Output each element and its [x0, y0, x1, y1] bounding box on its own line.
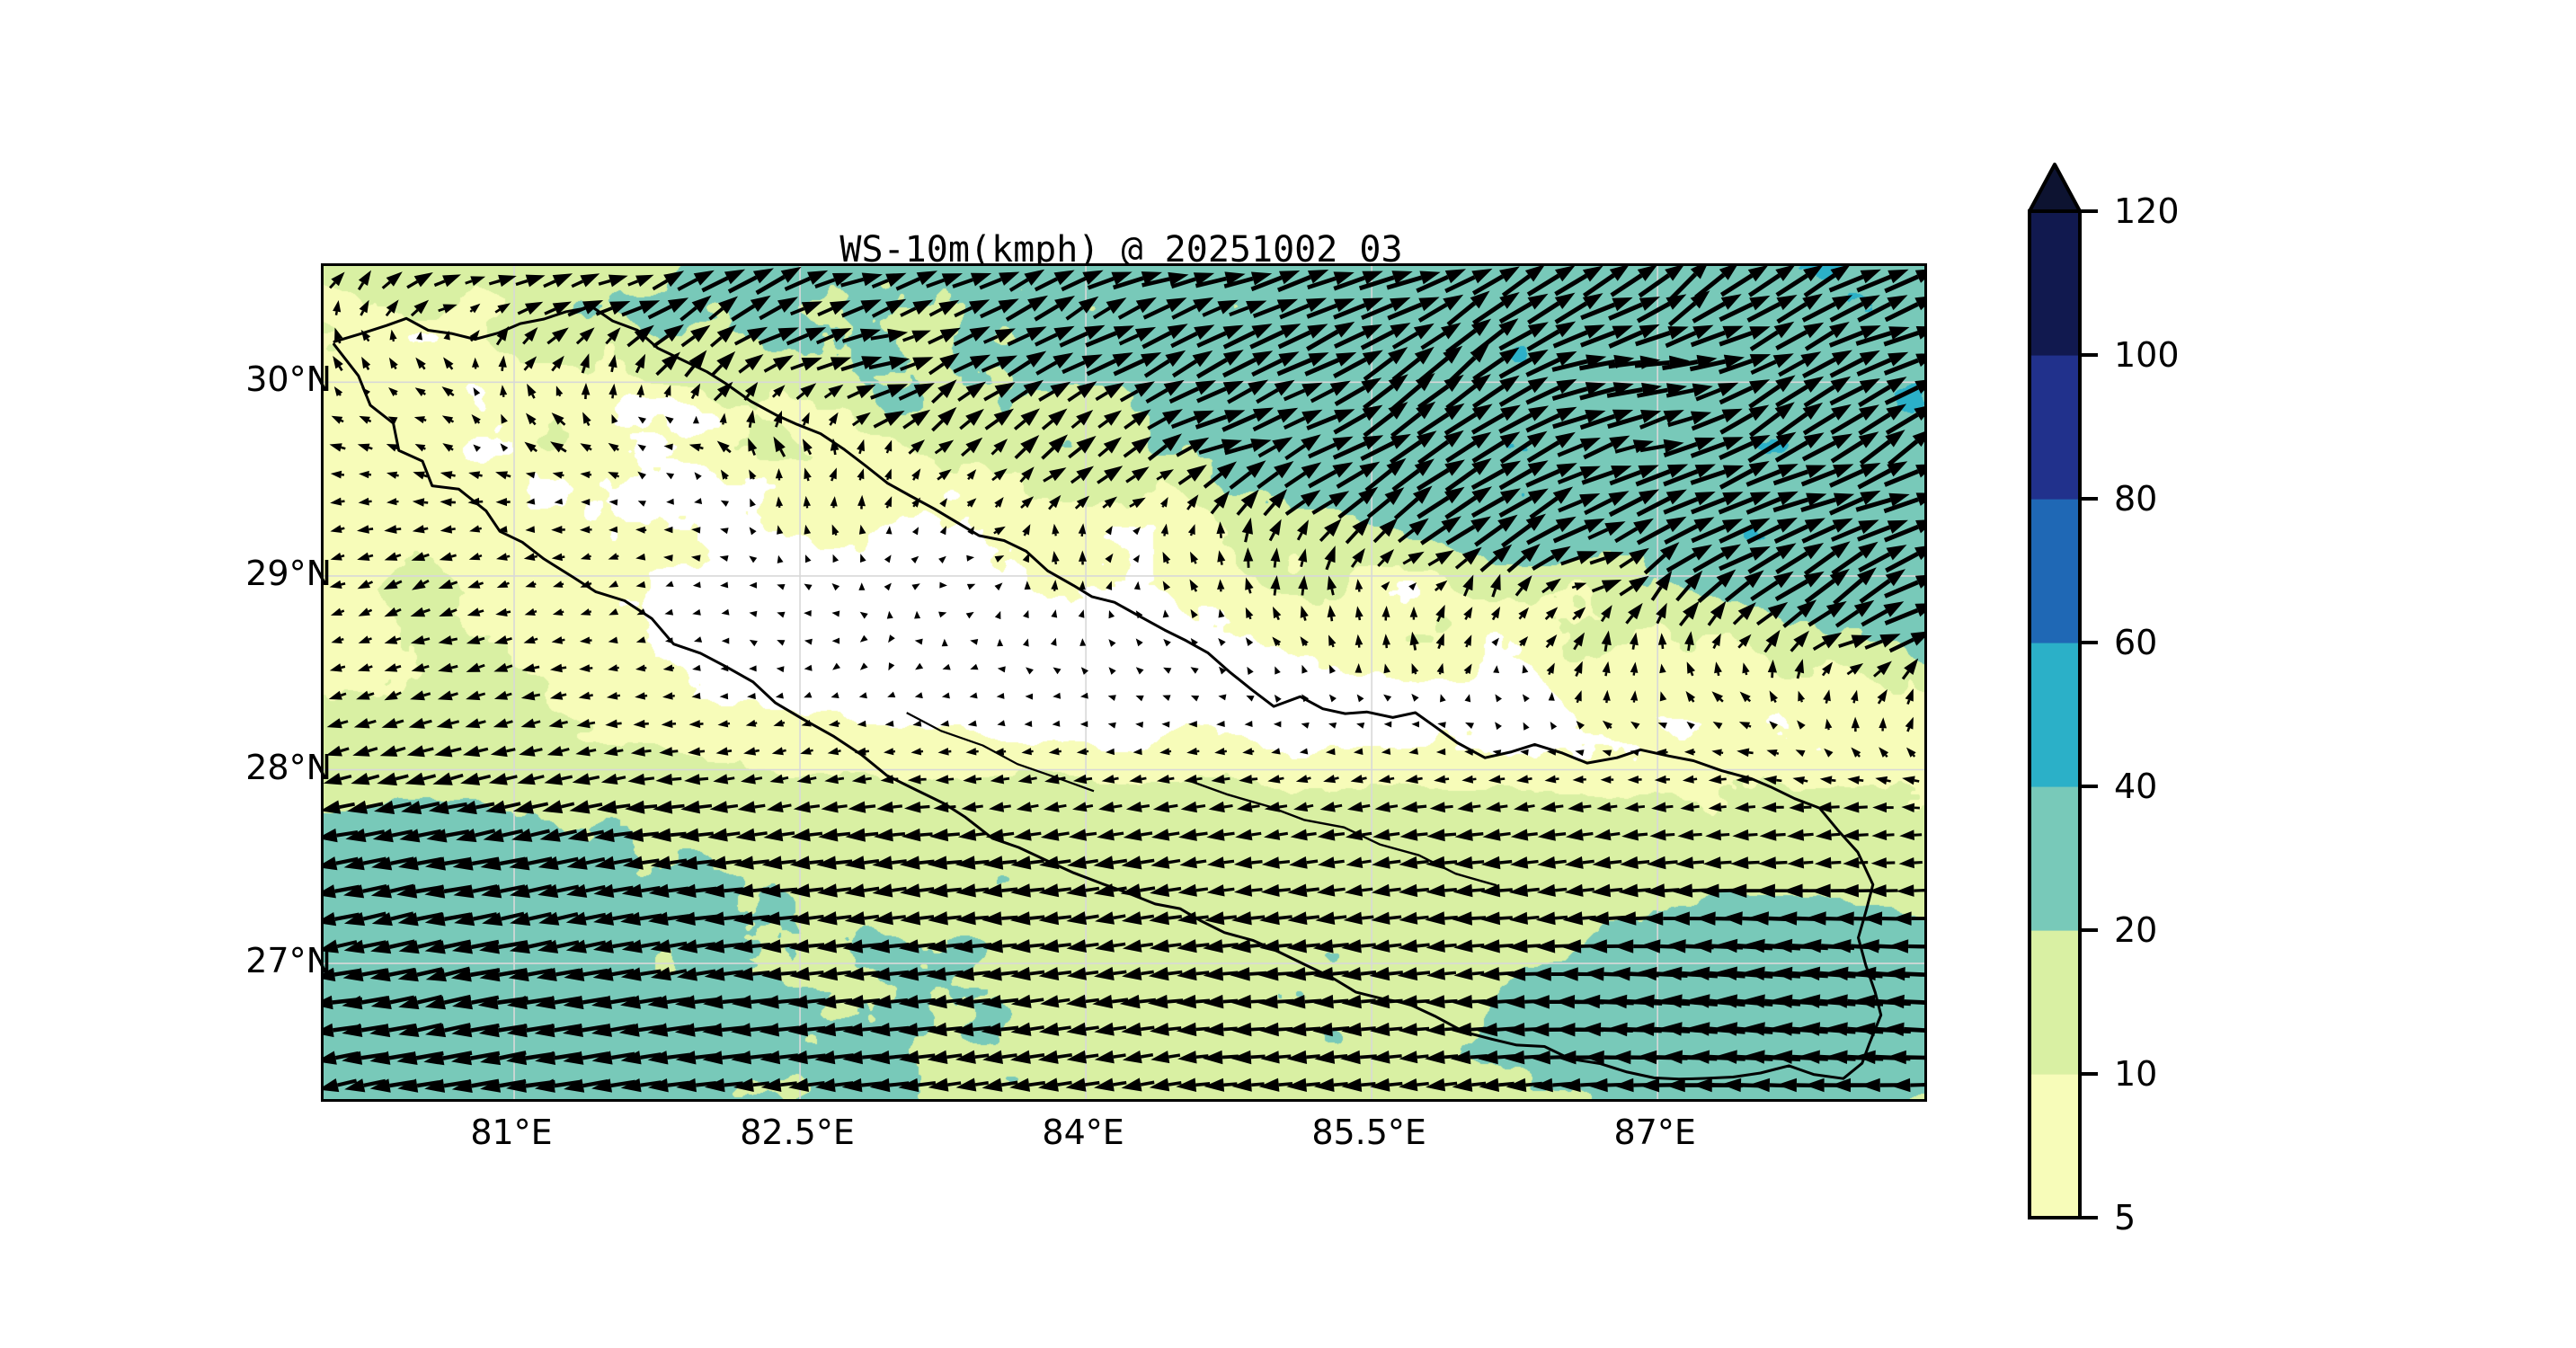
x-tick-label-0: 81°E — [470, 1113, 553, 1152]
colorbar[interactable] — [2028, 157, 2098, 1219]
map-plot-area[interactable] — [321, 263, 1927, 1102]
wind-vector-field — [324, 266, 1924, 1093]
y-tick-label-2: 28°N — [245, 747, 332, 787]
y-tick-label-3: 27°N — [245, 941, 332, 981]
colorbar-tick-label-60: 60 — [2114, 623, 2158, 662]
y-tick-label-0: 30°N — [245, 359, 332, 400]
colorbar-tick-label-80: 80 — [2114, 479, 2158, 519]
y-tick-label-1: 29°N — [245, 553, 332, 593]
colorbar-tick-label-20: 20 — [2114, 910, 2158, 950]
x-tick-label-4: 87°E — [1613, 1113, 1696, 1152]
colorbar-bands — [2028, 163, 2098, 1219]
colorbar-tick-label-100: 100 — [2114, 335, 2180, 375]
x-tick-label-1: 82.5°E — [740, 1113, 855, 1152]
colorbar-tick-label-10: 10 — [2114, 1054, 2158, 1094]
colorbar-tick-label-120: 120 — [2114, 191, 2180, 231]
x-tick-label-3: 85.5°E — [1311, 1113, 1426, 1152]
map-gridlines — [324, 266, 1924, 1099]
colorbar-tick-label-40: 40 — [2114, 767, 2158, 806]
colorbar-tick-label-5: 5 — [2114, 1198, 2136, 1237]
x-tick-label-2: 84°E — [1042, 1113, 1124, 1152]
